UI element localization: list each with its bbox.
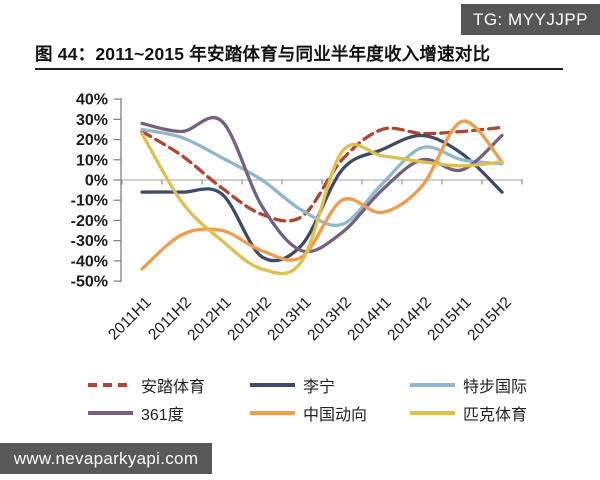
legend-marker-peak	[410, 411, 455, 415]
x-tick-label: 2012H1	[184, 294, 234, 344]
legend-marker-lining	[250, 383, 295, 387]
series-line-0	[140, 125, 504, 223]
watermark-text: www.nevaparkyapi.com	[13, 448, 199, 468]
legend-label-anta: 安踏体育	[141, 379, 206, 396]
x-tick-label: 2013H2	[304, 294, 354, 344]
x-tick-label: 2013H1	[264, 294, 314, 344]
legend-label-xtep: 特步国际	[463, 379, 528, 396]
figure-title: 图 44：2011~2015 年安踏体育与同业半年度收入增速对比	[35, 44, 491, 64]
title-underline	[35, 68, 563, 70]
legend-label-dongxiang: 中国动向	[303, 407, 368, 424]
y-tick-label: 0%	[85, 173, 108, 190]
telegram-badge-text: TG: MYYJJPP	[472, 9, 589, 29]
legend-marker-anta	[88, 383, 133, 387]
line-chart: 40% 30% 20% 10% 0% -10% -20% -30% -40% -50% 2011H1…	[71, 92, 523, 344]
watermark-bar: www.nevaparkyapi.com	[0, 443, 212, 474]
legend-label-peak: 匹克体育	[463, 407, 528, 424]
y-tick-label: -20%	[71, 213, 108, 230]
x-tick-label: 2015H2	[464, 294, 514, 344]
legend-item-361: 361度	[88, 401, 184, 425]
x-tick-label: 2014H2	[384, 294, 434, 344]
y-tick-label: 10%	[76, 152, 108, 169]
x-tick-label: 2011H1	[105, 294, 155, 344]
y-tick-label: -10%	[71, 193, 108, 210]
legend-item-anta: 安踏体育	[88, 373, 205, 397]
x-tick-label: 2014H1	[344, 294, 394, 344]
legend-item-dongxiang: 中国动向	[250, 401, 367, 425]
y-tick-label: 20%	[76, 132, 108, 149]
legend-marker-xtep	[410, 383, 455, 387]
legend-marker-dongxiang	[250, 411, 295, 415]
legend-item-lining: 李宁	[250, 373, 335, 397]
legend-label-lining: 李宁	[303, 379, 336, 396]
y-tick-label: -50%	[71, 274, 108, 291]
legend-item-xtep: 特步国际	[410, 373, 527, 397]
y-tick-label: 40%	[76, 92, 108, 109]
legend-label-361: 361度	[141, 407, 184, 424]
y-tick-label: -30%	[71, 233, 108, 250]
series-line-5	[140, 131, 504, 276]
x-tick-label: 2015H1	[424, 294, 474, 344]
x-tick-label: 2012H2	[224, 294, 274, 344]
y-tick-label: -40%	[71, 253, 108, 270]
y-tick-label: 30%	[76, 112, 108, 129]
legend-item-peak: 匹克体育	[410, 401, 527, 425]
legend-marker-361	[88, 411, 133, 415]
telegram-badge: TG: MYYJJPP	[461, 4, 600, 35]
